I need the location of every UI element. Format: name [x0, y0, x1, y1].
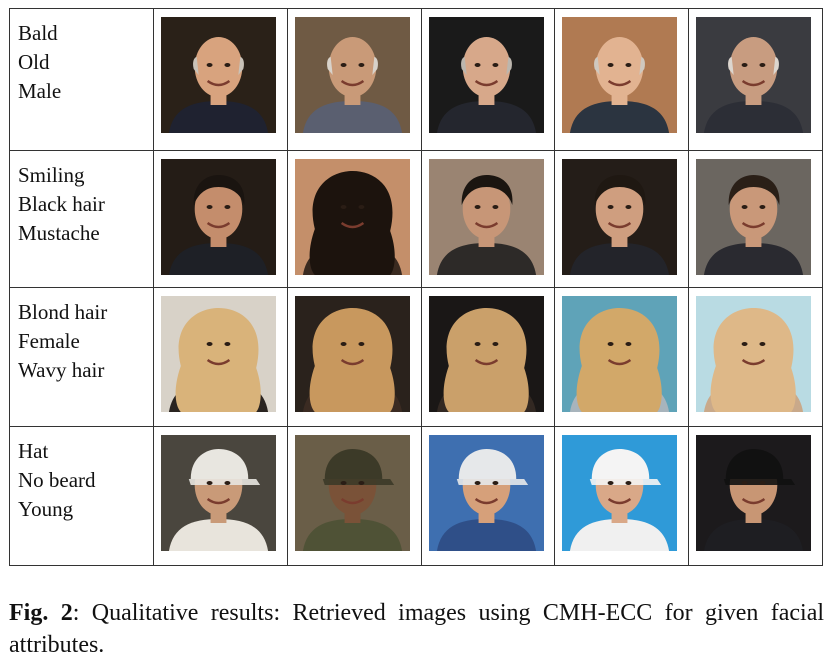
result-row: Blond hair Female Wavy hair — [9, 287, 823, 427]
young-woman-visor-photo — [428, 435, 544, 551]
retrieved-image-cell — [688, 8, 823, 151]
attribute-label: Young — [18, 497, 74, 521]
retrieved-image-cell — [153, 8, 288, 151]
attribute-cell: Hat No beard Young — [9, 426, 154, 566]
retrieved-image-cell — [286, 426, 422, 566]
young-man-helmet-photo — [696, 435, 812, 551]
smiling-man-glasses-photo — [562, 159, 678, 275]
young-man-cap-photo — [161, 435, 276, 551]
retrieved-image-cell — [153, 150, 288, 288]
retrieved-image-cell — [153, 287, 288, 427]
young-man-white-cap-photo — [562, 435, 678, 551]
blond-woman-wavy-hair-photo — [294, 296, 410, 412]
attribute-label: Mustache — [18, 221, 100, 245]
bald-old-man-photo — [294, 17, 410, 133]
smiling-man-black-hair-photo — [428, 159, 544, 275]
blond-woman-photo — [161, 296, 276, 412]
attribute-label: Female — [18, 329, 80, 353]
attribute-label: Blond hair — [18, 300, 108, 324]
retrieved-image-cell — [554, 8, 690, 151]
retrieved-image-cell — [554, 150, 690, 288]
retrieved-image-cell — [688, 287, 823, 427]
attribute-label: Hat — [18, 439, 49, 463]
blond-woman-smiling-photo — [562, 296, 678, 412]
bald-old-man-beard-photo — [696, 17, 812, 133]
attribute-label: Wavy hair — [18, 358, 105, 382]
attribute-label: Male — [18, 79, 62, 103]
retrieved-image-cell — [420, 287, 556, 427]
bald-old-man-photo — [562, 17, 678, 133]
attribute-label: No beard — [18, 468, 96, 492]
attribute-list: Smiling Black hair Mustache — [18, 161, 105, 248]
retrieved-image-cell — [286, 287, 422, 427]
figure-label: Fig. 2 — [9, 600, 73, 626]
result-row: Bald Old Male — [9, 8, 823, 151]
result-row: Smiling Black hair Mustache — [9, 150, 823, 288]
attribute-list: Blond hair Female Wavy hair — [18, 298, 107, 385]
blond-woman-wavy-hair-photo — [428, 296, 544, 412]
result-row: Hat No beard Young — [9, 426, 823, 566]
bald-old-man-glasses-photo — [428, 17, 544, 133]
caption-text: : Qualitative results: Retrieved images … — [9, 600, 825, 658]
attribute-list: Bald Old Male — [18, 19, 61, 106]
attribute-label: Smiling — [18, 163, 85, 187]
smiling-man-beard-photo — [696, 159, 812, 275]
attribute-label: Black hair — [18, 192, 105, 216]
retrieved-image-cell — [420, 426, 556, 566]
figure-caption: Fig. 2: Qualitative results: Retrieved i… — [9, 597, 824, 661]
retrieved-image-cell — [420, 150, 556, 288]
retrieved-image-cell — [688, 150, 823, 288]
attribute-cell: Bald Old Male — [9, 8, 154, 151]
results-table: Bald Old Male — [9, 8, 823, 566]
retrieved-image-cell — [286, 8, 422, 151]
smiling-man-mustache-photo — [161, 159, 276, 275]
young-man-beret-photo — [294, 435, 410, 551]
attribute-cell: Smiling Black hair Mustache — [9, 150, 154, 288]
attribute-label: Old — [18, 50, 50, 74]
retrieved-image-cell — [153, 426, 288, 566]
blond-woman-smiling-photo — [696, 296, 812, 412]
bald-old-man-glasses-photo — [161, 17, 276, 133]
attribute-label: Bald — [18, 21, 58, 45]
retrieved-image-cell — [420, 8, 556, 151]
retrieved-image-cell — [554, 426, 690, 566]
attribute-cell: Blond hair Female Wavy hair — [9, 287, 154, 427]
retrieved-image-cell — [554, 287, 690, 427]
retrieved-image-cell — [688, 426, 823, 566]
attribute-list: Hat No beard Young — [18, 437, 96, 524]
smiling-man-long-black-hair-photo — [294, 159, 410, 275]
retrieved-image-cell — [286, 150, 422, 288]
